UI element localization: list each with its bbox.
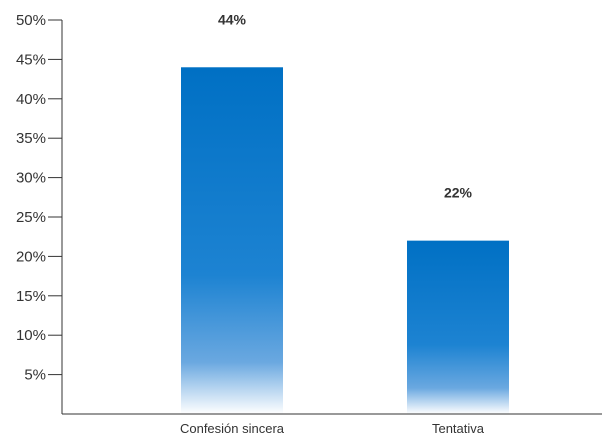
y-tick-label: 5%: [24, 367, 46, 384]
y-tick-label: 10%: [16, 327, 46, 344]
y-tick-label: 50%: [16, 12, 46, 29]
bar-data-label: 22%: [444, 185, 473, 201]
bars-group: [181, 67, 509, 414]
y-tick-label: 40%: [16, 91, 46, 108]
bar-data-label: 44%: [218, 11, 247, 27]
y-tick-label: 20%: [16, 248, 46, 265]
y-tick-label: 15%: [16, 288, 46, 305]
y-ticks-group: 5% 10% 15% 20% 25% 30% 35% 40% 45% 50%: [16, 12, 62, 384]
y-tick-label: 25%: [16, 209, 46, 226]
labels-group: 44% Confesión sincera 22% Tentativa: [180, 11, 485, 436]
bar: [181, 67, 283, 414]
category-label: Tentativa: [432, 421, 485, 436]
bar: [407, 240, 509, 414]
y-tick-label: 45%: [16, 51, 46, 68]
category-label: Confesión sincera: [180, 421, 285, 436]
y-tick-label: 35%: [16, 130, 46, 147]
y-tick-label: 30%: [16, 170, 46, 187]
axes-group: [61, 20, 602, 415]
